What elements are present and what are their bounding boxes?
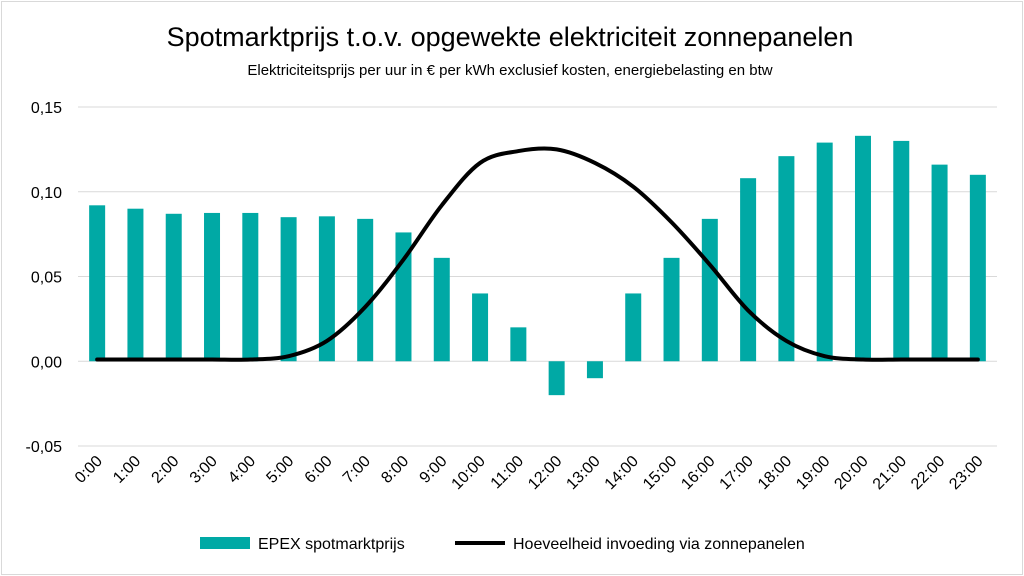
y-tick-label: 0,05: [31, 270, 62, 287]
bar: [816, 142, 833, 362]
bar: [280, 217, 297, 362]
x-tick-label: 21:00: [870, 453, 910, 493]
bar: [893, 140, 910, 362]
y-tick-label: 0,00: [31, 354, 62, 371]
x-tick-label: 16:00: [678, 453, 718, 493]
chart-subtitle: Elektriciteitsprijs per uur in € per kWh…: [247, 62, 773, 79]
x-tick-label: 2:00: [149, 453, 183, 487]
x-tick-label: 13:00: [563, 453, 603, 493]
x-tick-label: 5:00: [263, 453, 297, 487]
x-tick-label: 0:00: [72, 453, 106, 487]
x-tick-label: 4:00: [225, 453, 259, 487]
bar: [433, 257, 450, 362]
bar: [472, 293, 489, 362]
bar: [510, 327, 527, 362]
y-tick-label: -0,05: [26, 439, 63, 456]
legend-label-bar: EPEX spotmarktprijs: [258, 536, 405, 553]
x-tick-label: 23:00: [946, 453, 986, 493]
x-tick-label: 12:00: [525, 453, 565, 493]
bar: [701, 218, 718, 362]
x-tick-label: 18:00: [755, 453, 795, 493]
legend-swatch-bar: [200, 537, 250, 549]
bar: [663, 257, 680, 362]
legend-label-line: Hoeveelheid invoeding via zonnepanelen: [513, 536, 805, 553]
bar: [969, 174, 986, 362]
bar: [127, 208, 144, 362]
x-tick-label: 7:00: [340, 453, 374, 487]
x-tick-label: 22:00: [908, 453, 948, 493]
series-line: [95, 146, 980, 362]
bar: [242, 212, 259, 362]
x-tick-label: 11:00: [488, 453, 528, 493]
x-tick-label: 15:00: [640, 453, 680, 493]
bar: [854, 135, 871, 362]
bar: [204, 212, 221, 362]
x-tick-label: 10:00: [449, 453, 489, 493]
y-tick-label: 0,15: [31, 100, 62, 117]
y-tick-label: 0,10: [31, 185, 62, 202]
bar: [931, 164, 948, 362]
bar: [625, 293, 642, 362]
x-tick-label: 8:00: [378, 453, 412, 487]
bar: [357, 218, 374, 362]
bar: [778, 156, 795, 362]
x-tick-label: 14:00: [602, 453, 642, 493]
bar: [740, 178, 757, 362]
x-tick-label: 1:00: [110, 453, 144, 487]
bar: [548, 361, 565, 396]
x-tick-label: 9:00: [417, 453, 451, 487]
bar: [165, 213, 182, 362]
bar: [89, 205, 106, 362]
x-tick-label: 3:00: [187, 453, 221, 487]
bar: [318, 216, 335, 362]
x-tick-label: 6:00: [302, 453, 336, 487]
x-tick-label: 20:00: [831, 453, 871, 493]
x-tick-label: 17:00: [717, 453, 757, 493]
x-tick-label: 19:00: [793, 453, 833, 493]
bar: [586, 361, 603, 379]
chart-title: Spotmarktprijs t.o.v. opgewekte elektric…: [166, 22, 854, 52]
